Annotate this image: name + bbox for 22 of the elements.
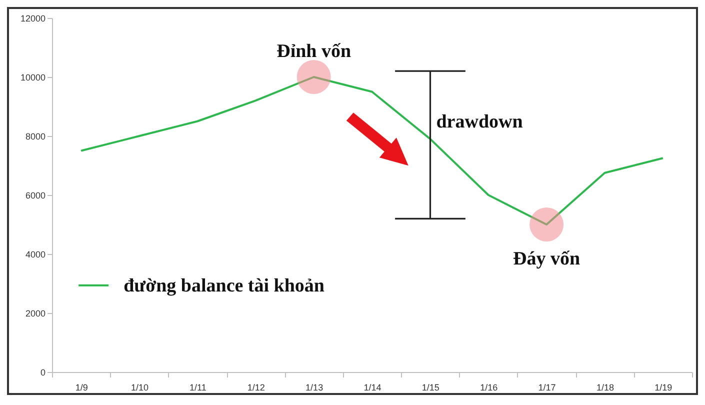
annotation: Đáy vốn: [513, 248, 580, 270]
x-tick-label: 1/11: [190, 382, 206, 392]
x-tick-label: 1/13: [306, 382, 324, 392]
x-tick-label: 1/10: [131, 382, 149, 392]
annotation: Đỉnh vốn: [276, 41, 352, 62]
x-tick-label: 1/9: [75, 382, 88, 392]
y-tick-label: 4000: [25, 250, 46, 260]
annotation: drawdown: [436, 112, 524, 133]
y-tick-label: 8000: [25, 132, 46, 142]
x-tick-label: 1/18: [596, 382, 614, 392]
x-tick-label: 1/19: [654, 382, 672, 392]
legend-label: đường balance tài khoản: [124, 275, 325, 296]
x-tick-label: 1/14: [364, 382, 382, 392]
y-tick-label: 6000: [25, 190, 46, 200]
y-tick-label: 12000: [20, 14, 46, 24]
x-tick-label: 1/16: [480, 382, 498, 392]
y-tick-label: 10000: [20, 72, 46, 82]
y-tick-label: 2000: [25, 308, 46, 318]
x-tick-label: 1/15: [422, 382, 440, 392]
x-tick-label: 1/12: [247, 382, 265, 392]
y-tick-label: 0: [40, 368, 46, 378]
x-tick-label: 1/17: [538, 382, 556, 392]
